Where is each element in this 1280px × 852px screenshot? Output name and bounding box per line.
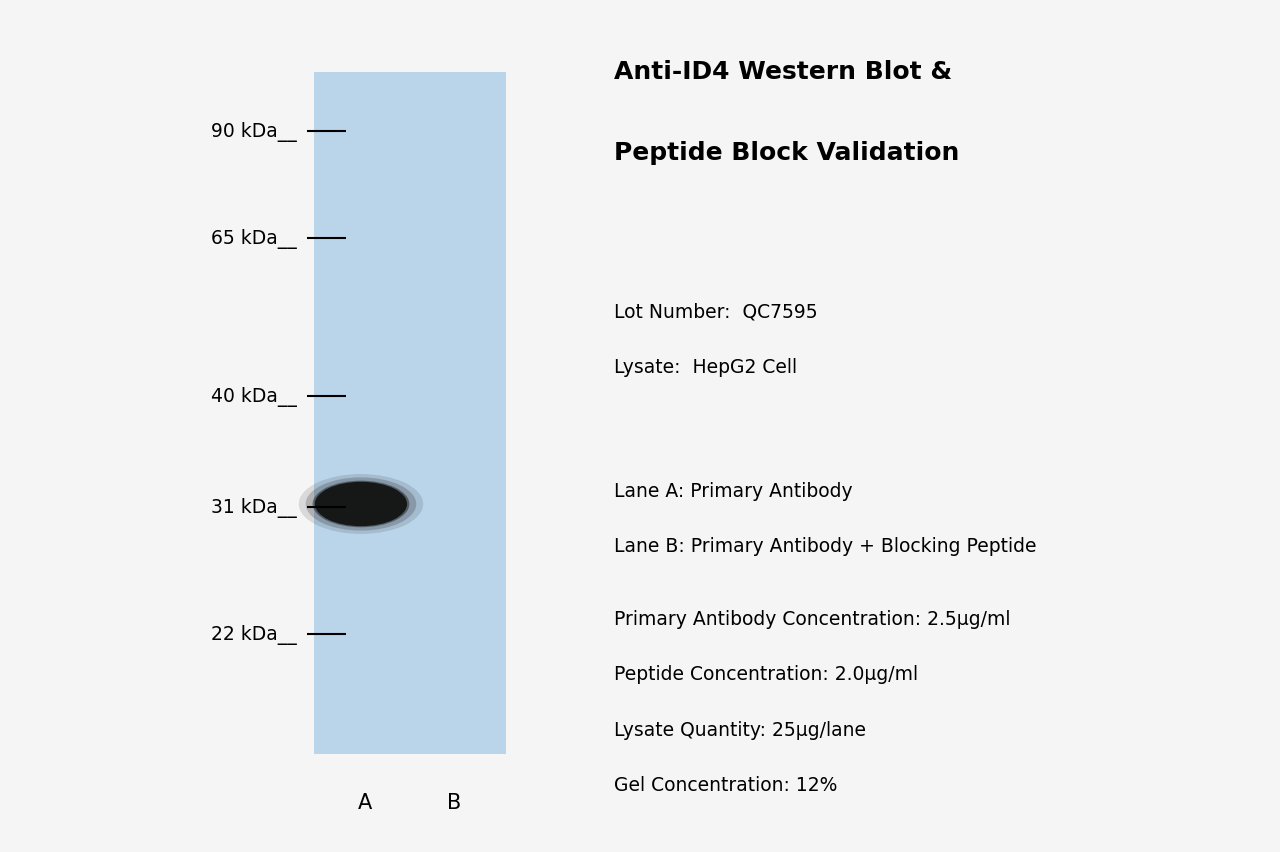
Text: 31 kDa__: 31 kDa__	[211, 497, 297, 517]
Ellipse shape	[298, 475, 424, 534]
Text: 65 kDa__: 65 kDa__	[211, 228, 297, 249]
Text: B: B	[447, 792, 461, 812]
Text: Lot Number:  QC7595: Lot Number: QC7595	[614, 302, 818, 321]
Text: Lysate Quantity: 25μg/lane: Lysate Quantity: 25μg/lane	[614, 720, 867, 739]
Text: Lysate:  HepG2 Cell: Lysate: HepG2 Cell	[614, 358, 797, 377]
Text: Lane A: Primary Antibody: Lane A: Primary Antibody	[614, 481, 852, 500]
FancyBboxPatch shape	[314, 72, 506, 754]
Text: 90 kDa__: 90 kDa__	[211, 122, 297, 142]
Text: Anti-ID4 Western Blot &: Anti-ID4 Western Blot &	[614, 60, 952, 83]
Text: 40 kDa__: 40 kDa__	[211, 386, 297, 406]
Text: Primary Antibody Concentration: 2.5μg/ml: Primary Antibody Concentration: 2.5μg/ml	[614, 609, 1011, 628]
Text: Peptide Concentration: 2.0μg/ml: Peptide Concentration: 2.0μg/ml	[614, 665, 919, 683]
Text: Gel Concentration: 12%: Gel Concentration: 12%	[614, 775, 838, 794]
Text: A: A	[358, 792, 372, 812]
Ellipse shape	[312, 481, 410, 527]
Text: 22 kDa__: 22 kDa__	[211, 625, 297, 645]
Ellipse shape	[315, 482, 407, 527]
Text: Peptide Block Validation: Peptide Block Validation	[614, 141, 960, 164]
Text: Lane B: Primary Antibody + Blocking Peptide: Lane B: Primary Antibody + Blocking Pept…	[614, 537, 1037, 556]
Ellipse shape	[306, 478, 416, 531]
